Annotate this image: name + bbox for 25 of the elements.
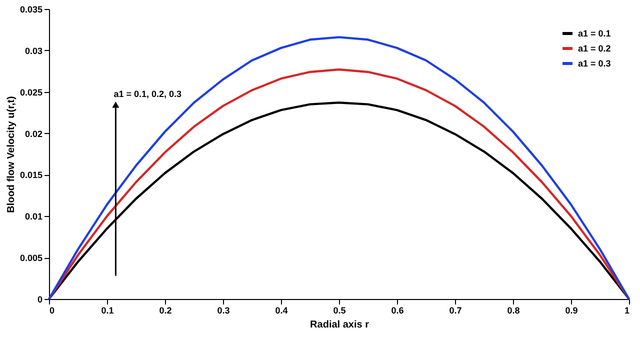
y-tick-label: 0.03 — [24, 46, 42, 56]
annotation: a1 = 0.1, 0.2, 0.3 — [114, 88, 182, 99]
x-tick-label: 0.2 — [159, 306, 172, 316]
x-tick-label: 0.3 — [217, 306, 230, 316]
y-axis-title: Blood flow Velocity u(r,t) — [6, 96, 17, 213]
y-tick-label: 0.01 — [24, 212, 42, 222]
x-tick-label: 0.9 — [565, 306, 578, 316]
x-tick-label: 0.7 — [449, 306, 462, 316]
y-tick-label: 0 — [37, 294, 42, 304]
y-tick-label: 0.015 — [20, 170, 42, 180]
y-tick-label: 0.02 — [24, 128, 42, 139]
y-tick-label: 0.035 — [20, 4, 42, 14]
x-tick-label: 0.6 — [391, 306, 404, 316]
legend-label: a1 = 0.3 — [578, 58, 611, 68]
x-tick-label: 0.5 — [333, 306, 346, 316]
y-tick-label: 0.025 — [20, 87, 42, 98]
x-tick-label: 0.4 — [275, 306, 288, 316]
legend-label: a1 = 0.1 — [578, 28, 611, 38]
x-tick-label: 0.8 — [507, 306, 520, 316]
y-tick-label: 0.005 — [20, 253, 42, 264]
legend-label: a1 = 0.2 — [578, 44, 611, 54]
x-tick-label: 0.1 — [101, 306, 114, 316]
x-tick-label: 1 — [624, 306, 630, 316]
x-axis-title: Radial axis r — [310, 320, 370, 330]
x-tick-label: 0 — [50, 306, 55, 316]
